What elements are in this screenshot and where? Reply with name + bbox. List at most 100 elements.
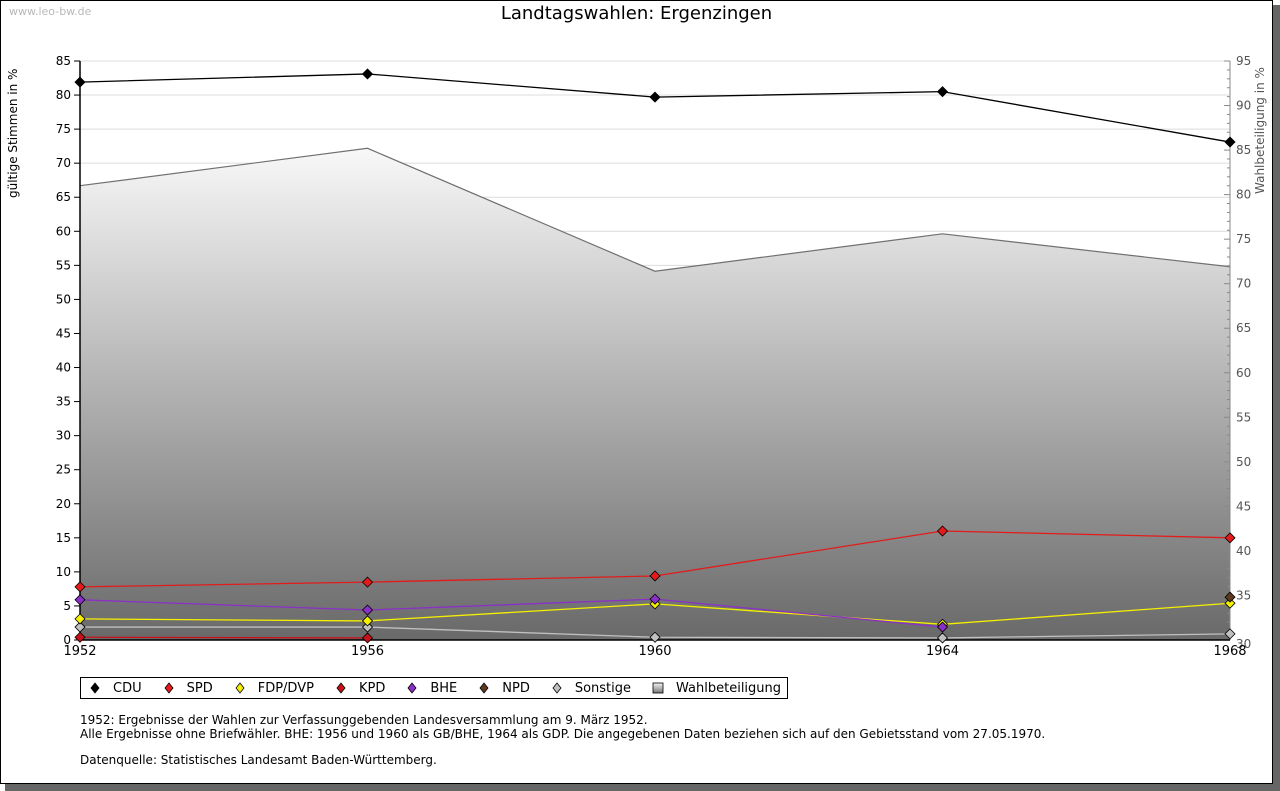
legend-item-kpd: KPD [335,681,385,696]
y-tick-label-right: 50 [1236,455,1251,469]
data-point-spd [1224,532,1236,544]
y-tick-label-right: 95 [1236,54,1251,68]
frame-shadow-bottom [5,784,1280,791]
data-point-sonstige [1224,628,1236,640]
y-tick-label-left: 60 [56,224,71,238]
y-tick-label-right: 55 [1236,410,1251,424]
x-tick-label: 1968 [1213,644,1246,659]
x-tick-label: 1960 [638,644,671,659]
watermark: www.leo-bw.de [9,5,92,18]
data-point-cdu [649,91,661,103]
y-tick-label-left: 20 [56,497,71,511]
data-point-bhe [649,593,661,605]
legend-label: Wahlbeteiligung [676,680,782,696]
data-point-bhe [361,604,374,616]
legend-diamond-icon [552,682,562,694]
y-tick-label-left: 35 [56,395,71,409]
y-tick-label-left: 15 [56,531,71,545]
y-tick-label-left: 10 [56,565,71,579]
y-tick-label-left: 70 [56,156,71,170]
y-tick-label-left: 30 [56,429,71,443]
y-tick-label-right: 40 [1236,544,1251,558]
data-point-fdp-dvp [361,615,374,627]
series-markers [74,68,1236,644]
data-point-fdp-dvp [1224,597,1236,609]
data-point-cdu [936,86,949,98]
x-tick-label: 1952 [63,644,96,659]
legend-square-icon [652,682,664,694]
series-line-bhe [79,598,943,628]
legend-item-cdu: CDU [89,681,142,696]
legend: CDU SPD FDP/DVP KPD BHE NPD Sonstige Wahlbeteil… [80,677,789,699]
y-tick-label-right: 65 [1236,321,1251,335]
axes: 0 5 10 15 20 25 30 35 40 45 50 55 60 65 70 75 80 85 30 35 40… [56,54,1252,659]
legend-item-wahlbeteiligung: Wahlbeteiligung [652,681,781,696]
legend-label: KPD [358,680,386,696]
legend-diamond-icon [90,682,100,694]
data-point-sonstige [936,632,949,644]
data-point-kpd [361,632,374,644]
frame-shadow-right [1273,5,1280,791]
series-line-cdu [79,73,1231,143]
y-tick-label-left: 25 [56,463,71,477]
y-tick-label-left: 80 [56,88,71,102]
legend-label: FDP/DVP [257,680,314,696]
data-point-bhe [74,594,86,606]
note-1952: 1952: Ergebnisse der Wahlen zur Verfassu… [80,713,648,727]
y-tick-label-left: 45 [56,326,71,340]
series-line-kpd [79,636,368,639]
x-tick-label: 1964 [926,644,959,659]
y-tick-label-left: 0 [63,633,71,647]
data-point-sonstige [361,621,374,633]
legend-label: Sonstige [574,680,632,696]
y-tick-label-right: 70 [1236,277,1251,291]
legend-label: CDU [113,680,142,696]
legend-item-npd: NPD [478,681,530,696]
legend-diamond-icon [479,682,489,694]
legend-diamond-icon [407,682,417,694]
y-tick-label-right: 35 [1236,588,1251,602]
note-general: Alle Ergebnisse ohne Briefwähler. BHE: 1… [80,727,1046,741]
legend-item-fdp-dvp: FDP/DVP [234,681,314,696]
y-tick-label-right: 90 [1236,99,1251,113]
legend-label: NPD [502,680,530,696]
legend-diamond-icon [235,682,245,694]
y-tick-label-right: 30 [1236,637,1251,651]
y-tick-label-left: 85 [56,54,71,68]
chart-plot: 0 5 10 15 20 25 30 35 40 45 50 55 60 65 70 75 80 85 30 35 40… [56,54,1252,659]
turnout-area [79,147,1231,640]
data-point-bhe [936,621,949,633]
legend-diamond-icon [164,682,174,694]
y-tick-label-left: 65 [56,190,71,204]
legend-diamond-icon [336,682,346,694]
data-point-spd [936,525,949,537]
data-point-cdu [74,76,86,88]
x-tick-label: 1956 [351,644,384,659]
data-point-npd [1224,591,1236,603]
data-point-cdu [361,68,374,80]
y-tick-label-left: 5 [63,599,71,613]
chart-title: Landtagswahlen: Ergenzingen [500,3,773,24]
y-tick-label-right: 60 [1236,366,1251,380]
data-point-spd [649,570,661,582]
legend-item-spd: SPD [163,681,213,696]
y-tick-label-left: 40 [56,361,71,375]
y-tick-label-left: 75 [56,122,71,136]
y-tick-label-left: 55 [56,258,71,272]
y-tick-label-right: 80 [1236,188,1251,202]
y-tick-label-right: 45 [1236,499,1251,513]
data-point-sonstige [649,631,661,643]
data-point-fdp-dvp [74,613,86,625]
data-source: Datenquelle: Statistisches Landesamt Bad… [80,753,437,767]
y-tick-label-right: 85 [1236,143,1251,157]
y-tick-label-right: 75 [1236,232,1251,246]
data-point-kpd [74,631,86,643]
data-point-spd [361,576,374,588]
data-point-spd [74,581,86,593]
legend-label: BHE [430,680,458,696]
turnout-area-outline [79,147,1231,272]
y-tick-label-left: 50 [56,292,71,306]
data-point-cdu [1224,136,1236,148]
legend-label: SPD [186,680,213,696]
legend-item-sonstige: Sonstige [551,681,631,696]
